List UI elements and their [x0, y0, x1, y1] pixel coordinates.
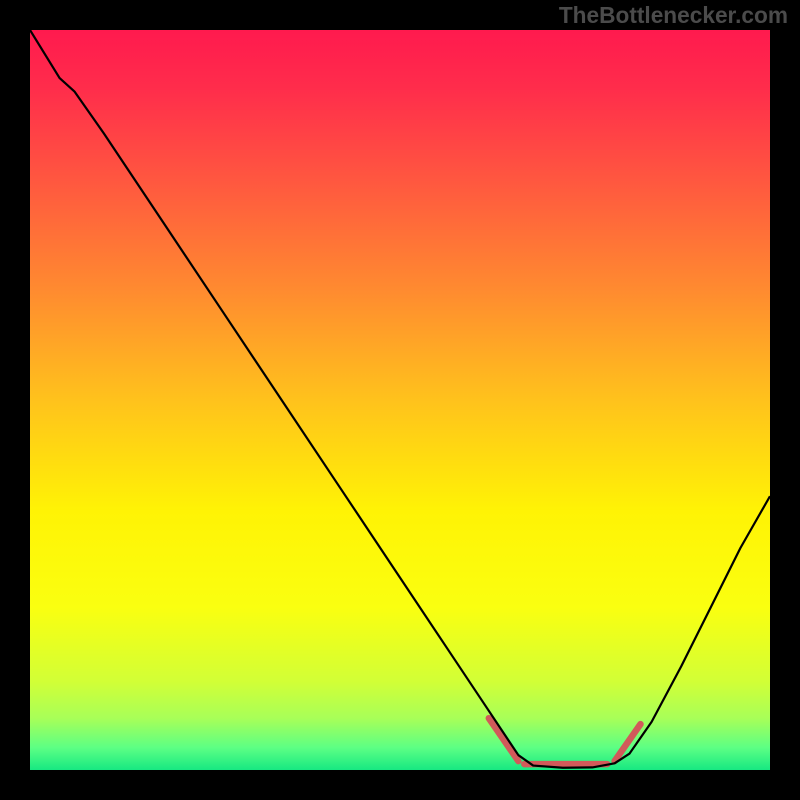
plot-area — [30, 30, 770, 770]
watermark-text: TheBottlenecker.com — [559, 2, 788, 29]
chart-svg — [30, 30, 770, 770]
chart-container: TheBottlenecker.com — [0, 0, 800, 800]
plot-background — [30, 30, 770, 770]
